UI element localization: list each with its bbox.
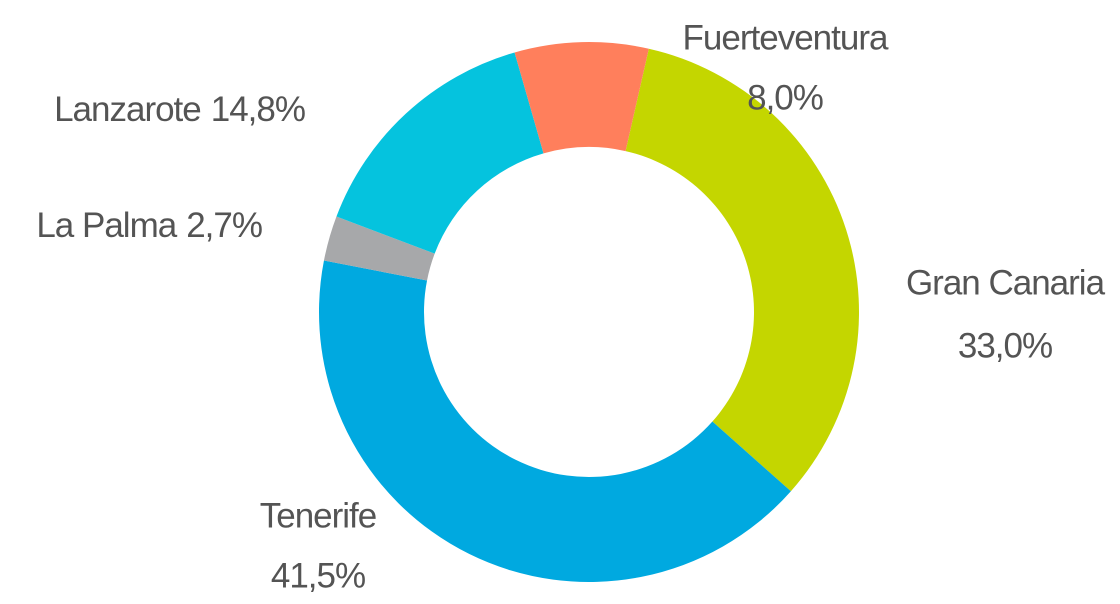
- slice-value: 2,7%: [186, 206, 262, 245]
- donut-slice: [319, 260, 791, 582]
- donut-slice: [514, 42, 649, 154]
- slice-value: 14,8%: [211, 90, 305, 129]
- slice-value: 33,0%: [958, 326, 1052, 365]
- slice-value: 8,0%: [747, 78, 823, 117]
- slice-label: La Palma 2,7%: [36, 206, 262, 245]
- donut-slice: [323, 216, 435, 281]
- slice-name: Gran Canaria: [906, 263, 1106, 302]
- slice-name: Tenerife: [260, 496, 377, 535]
- slice-value: 41,5%: [271, 556, 365, 595]
- slice-label: Lanzarote 14,8%: [54, 90, 305, 129]
- donut-slice: [625, 48, 859, 492]
- slice-name: La Palma: [36, 206, 177, 245]
- slice-name: Lanzarote: [54, 90, 201, 129]
- slice-name: Fuerteventura: [683, 18, 889, 57]
- donut-slice: [336, 52, 544, 254]
